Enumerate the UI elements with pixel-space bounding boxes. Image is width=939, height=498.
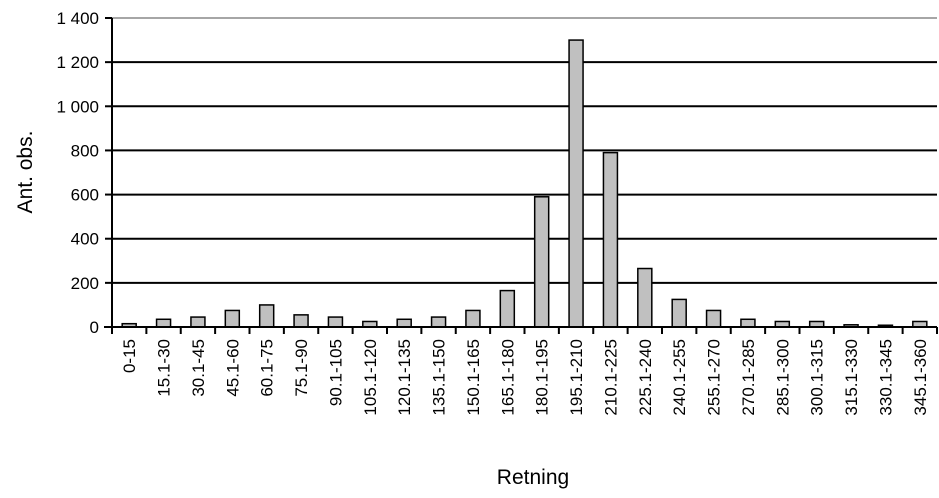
bars xyxy=(121,39,928,328)
gridlines xyxy=(112,17,937,284)
x-tick-label: 255.1-270 xyxy=(705,339,724,416)
x-tick-label: 120.1-135 xyxy=(395,339,414,416)
x-tick-label: 270.1-285 xyxy=(739,339,758,416)
bar xyxy=(155,318,172,328)
y-axis-title: Ant. obs. xyxy=(14,131,37,214)
x-tick-label: 315.1-330 xyxy=(842,339,861,416)
x-tick-label: 15.1-30 xyxy=(155,339,174,397)
bar xyxy=(465,309,481,328)
bar xyxy=(671,298,687,328)
bar xyxy=(568,39,584,328)
y-tick-label: 1 200 xyxy=(56,53,99,72)
x-tick-label: 0-15 xyxy=(120,339,139,373)
bar xyxy=(533,196,550,328)
y-tick-label: 800 xyxy=(71,141,99,160)
y-tick-label: 400 xyxy=(71,230,99,249)
x-tick-label: 330.1-345 xyxy=(876,339,895,416)
x-tick-label: 45.1-60 xyxy=(223,339,242,397)
y-tick-label: 200 xyxy=(71,274,99,293)
x-tick-label: 345.1-360 xyxy=(911,339,930,416)
x-tick-label: 300.1-315 xyxy=(808,339,827,416)
x-tick-label: 150.1-165 xyxy=(464,339,483,416)
x-tick-label: 210.1-225 xyxy=(601,339,620,416)
bar xyxy=(396,318,412,328)
y-tick-labels: 0 200 400 600 800 1 000 1 200 1 400 xyxy=(56,9,112,337)
x-tick-labels: 0-15 15.1-30 30.1-45 45.1-60 60.1-75 75.1-90 9… xyxy=(111,327,938,416)
x-tick-label: 165.1-180 xyxy=(498,339,517,416)
x-tick-label: 240.1-255 xyxy=(670,339,689,416)
x-tick-label: 30.1-45 xyxy=(189,339,208,397)
bar xyxy=(258,304,275,328)
x-tick-label: 60.1-75 xyxy=(258,339,277,397)
bar xyxy=(705,309,722,328)
x-tick-label: 90.1-105 xyxy=(326,339,345,406)
x-tick-label: 180.1-195 xyxy=(533,339,552,416)
x-axis-title: Retning xyxy=(497,466,569,489)
x-tick-label: 135.1-150 xyxy=(430,339,449,416)
y-tick-label: 0 xyxy=(90,318,99,337)
bar xyxy=(740,318,756,328)
y-tick-label: 1 400 xyxy=(56,9,99,28)
x-tick-label: 225.1-240 xyxy=(636,339,655,416)
bar xyxy=(224,309,241,328)
x-tick-label: 105.1-120 xyxy=(361,339,380,416)
x-tick-label: 285.1-300 xyxy=(773,339,792,416)
x-tick-label: 195.1-210 xyxy=(567,339,586,416)
bar xyxy=(430,316,447,328)
x-tick-label: 75.1-90 xyxy=(292,339,311,397)
y-tick-label: 600 xyxy=(71,186,99,205)
bar xyxy=(190,316,206,328)
bar xyxy=(499,289,516,328)
bar xyxy=(327,316,344,328)
bar xyxy=(293,314,309,328)
bar xyxy=(602,151,619,328)
y-tick-label: 1 000 xyxy=(56,97,99,116)
axes xyxy=(104,18,937,328)
bar xyxy=(637,267,653,328)
